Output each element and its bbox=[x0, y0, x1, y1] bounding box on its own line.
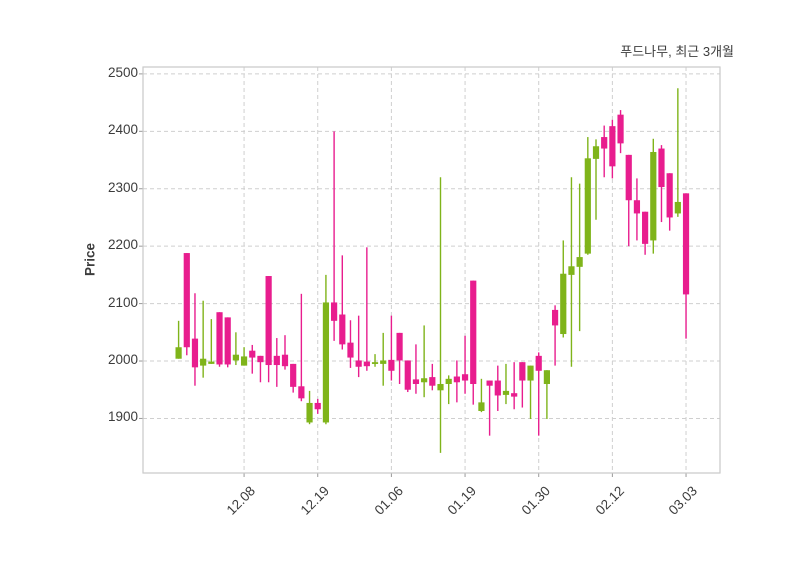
candle-body bbox=[601, 137, 608, 149]
candle-body bbox=[486, 380, 493, 386]
candle-body bbox=[208, 361, 215, 364]
candle-body bbox=[388, 359, 395, 371]
candle-body bbox=[322, 302, 330, 423]
chart-title: 푸드나무, 최근 3개월 bbox=[620, 44, 734, 59]
candle-body bbox=[429, 377, 436, 386]
candle-body bbox=[371, 362, 379, 364]
candle-body bbox=[314, 402, 321, 410]
candle-body bbox=[543, 370, 550, 384]
candle-body bbox=[625, 154, 632, 201]
candle-body bbox=[421, 378, 428, 383]
candle-body bbox=[445, 378, 452, 384]
y-tick-label: 2000 bbox=[107, 352, 138, 368]
y-tick-label: 2200 bbox=[107, 237, 138, 253]
candle-body bbox=[396, 332, 403, 361]
candle-body bbox=[281, 354, 289, 367]
candle-body bbox=[437, 383, 444, 391]
candle-body bbox=[257, 355, 264, 363]
candle-body bbox=[674, 201, 681, 214]
candle-body bbox=[633, 200, 641, 214]
candle-body bbox=[511, 393, 518, 397]
y-tick-label: 2100 bbox=[107, 294, 138, 310]
candle-body bbox=[461, 374, 469, 381]
candle-body bbox=[216, 312, 223, 365]
candle-body bbox=[331, 302, 338, 321]
candle-body bbox=[682, 193, 690, 295]
candle-body bbox=[380, 360, 387, 364]
candle-body bbox=[200, 358, 207, 366]
candle-body bbox=[470, 280, 477, 384]
candle-body bbox=[502, 390, 510, 395]
candle-body bbox=[306, 402, 313, 423]
candle-body bbox=[355, 360, 362, 367]
candle-body bbox=[453, 376, 460, 383]
candle-body bbox=[568, 266, 575, 275]
candle-body bbox=[347, 342, 354, 358]
candle-body bbox=[576, 257, 583, 267]
candle-body bbox=[494, 380, 501, 396]
candle-body bbox=[224, 317, 231, 365]
candle-body bbox=[232, 354, 239, 361]
candle-body bbox=[666, 173, 673, 218]
candle-body bbox=[183, 253, 190, 348]
plot-border bbox=[142, 66, 721, 474]
candle-body bbox=[609, 126, 616, 167]
candle-body bbox=[175, 347, 182, 359]
candle-body bbox=[249, 350, 256, 358]
candle-body bbox=[478, 402, 485, 411]
y-tick-label: 1900 bbox=[107, 409, 138, 425]
candle-body bbox=[584, 158, 591, 254]
candle-body bbox=[560, 273, 567, 335]
candle-body bbox=[617, 114, 624, 144]
y-tick-label: 2500 bbox=[107, 64, 138, 80]
candle-body bbox=[240, 356, 248, 366]
candle-body bbox=[363, 361, 370, 367]
y-tick-label: 2300 bbox=[107, 179, 138, 195]
candle-body bbox=[404, 360, 411, 390]
candle-body bbox=[551, 309, 559, 326]
candle-body bbox=[650, 151, 657, 241]
candle-body bbox=[273, 355, 280, 366]
candle-body bbox=[339, 314, 346, 345]
candle-body bbox=[592, 146, 600, 159]
candle-body bbox=[265, 276, 272, 366]
candle-body bbox=[412, 379, 420, 384]
candle-body bbox=[191, 338, 199, 368]
candle-body bbox=[290, 363, 297, 387]
candle-body bbox=[642, 211, 649, 244]
candle-body bbox=[298, 386, 305, 399]
candle-body bbox=[519, 362, 526, 381]
y-tick-label: 2400 bbox=[107, 122, 138, 138]
candle-body bbox=[658, 148, 665, 188]
candle-body bbox=[535, 355, 542, 371]
candle-body bbox=[527, 365, 534, 381]
